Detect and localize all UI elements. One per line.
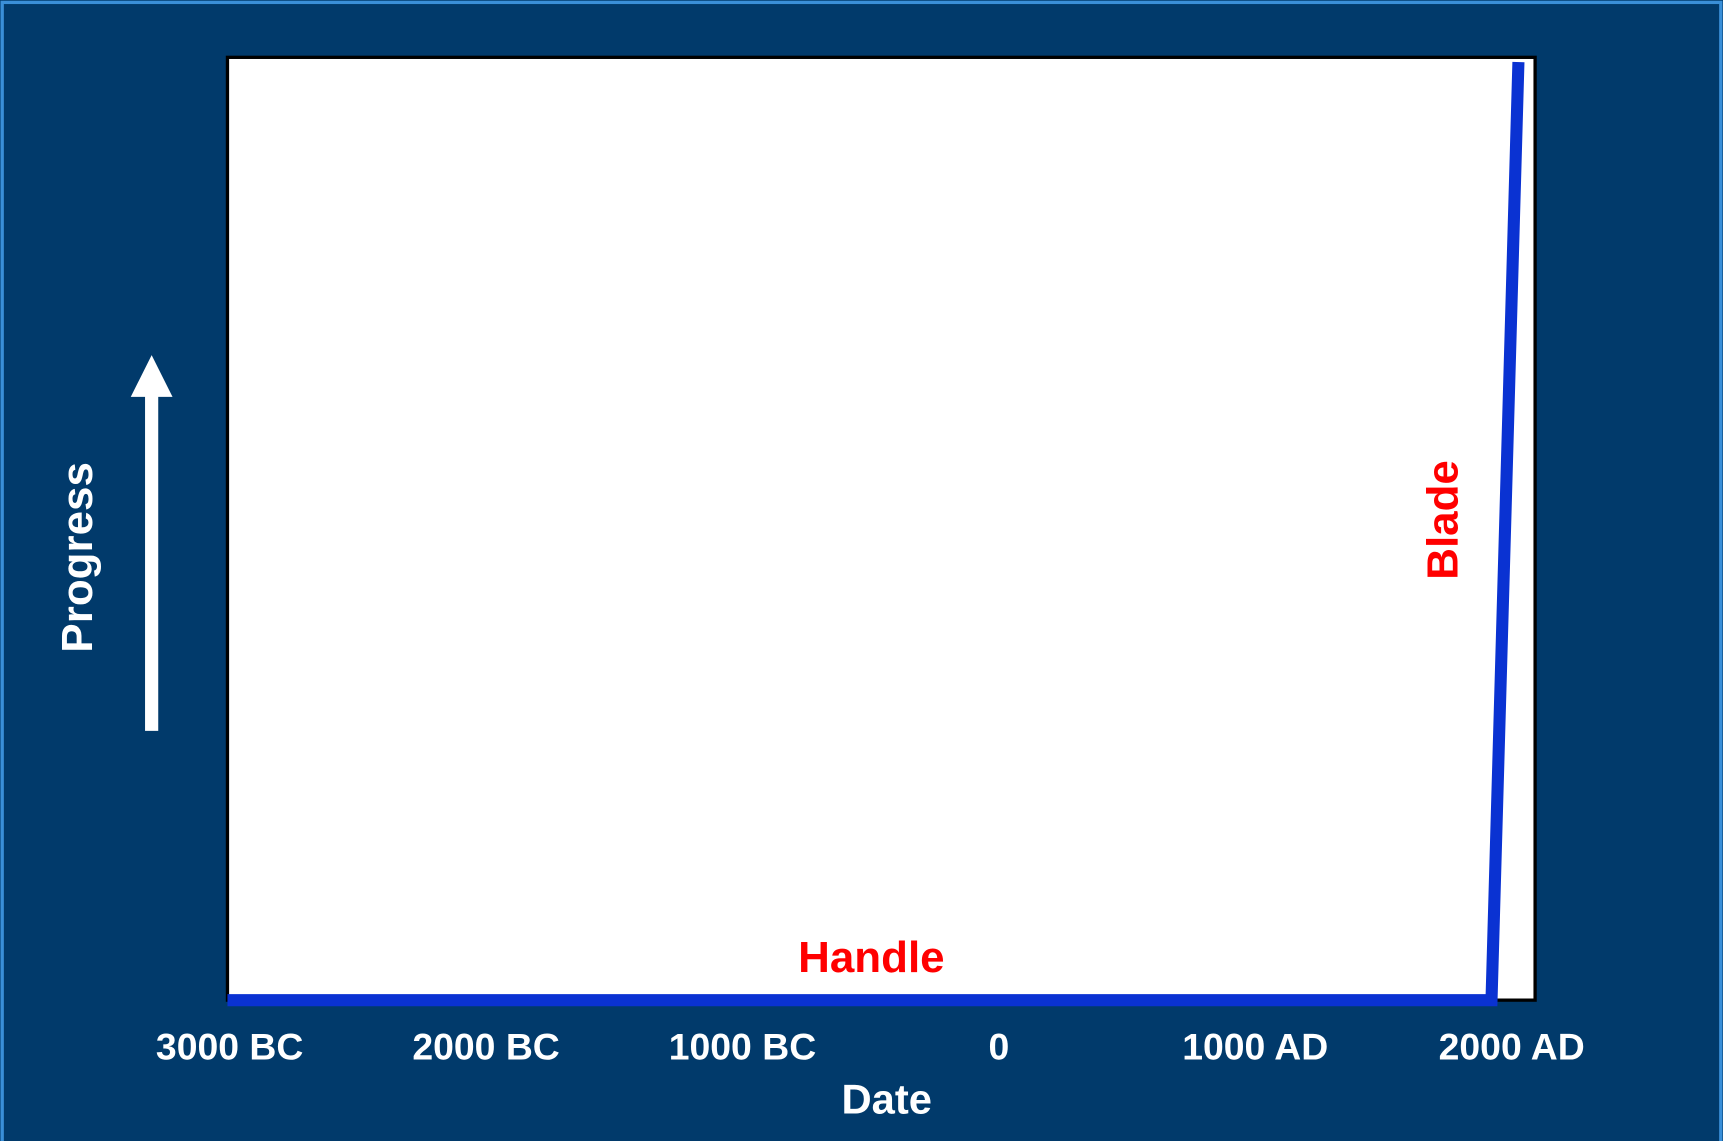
annotation: Handle xyxy=(798,933,945,982)
ticks: 3000 BC 2000 BC 1000 BC 0 1000 AD 2000 AD xyxy=(156,1025,1585,1067)
x-tick-label: 2000 AD xyxy=(1439,1025,1585,1067)
x-tick-label: 3000 BC xyxy=(156,1025,303,1067)
x-tick-label: 1000 AD xyxy=(1182,1025,1328,1067)
x-tick-label: 2000 BC xyxy=(412,1025,559,1067)
x-tick-label: 1000 BC xyxy=(669,1025,816,1067)
marks xyxy=(227,61,1525,1007)
annotation: Blade xyxy=(1419,460,1468,580)
plot-area xyxy=(227,57,1536,1001)
line xyxy=(227,61,1525,1007)
x-tick-label: 0 xyxy=(988,1025,1009,1067)
y-axis-label: Progress xyxy=(53,462,102,653)
y-arrow-head xyxy=(130,355,173,397)
x-axis-label: Date xyxy=(842,1075,932,1122)
